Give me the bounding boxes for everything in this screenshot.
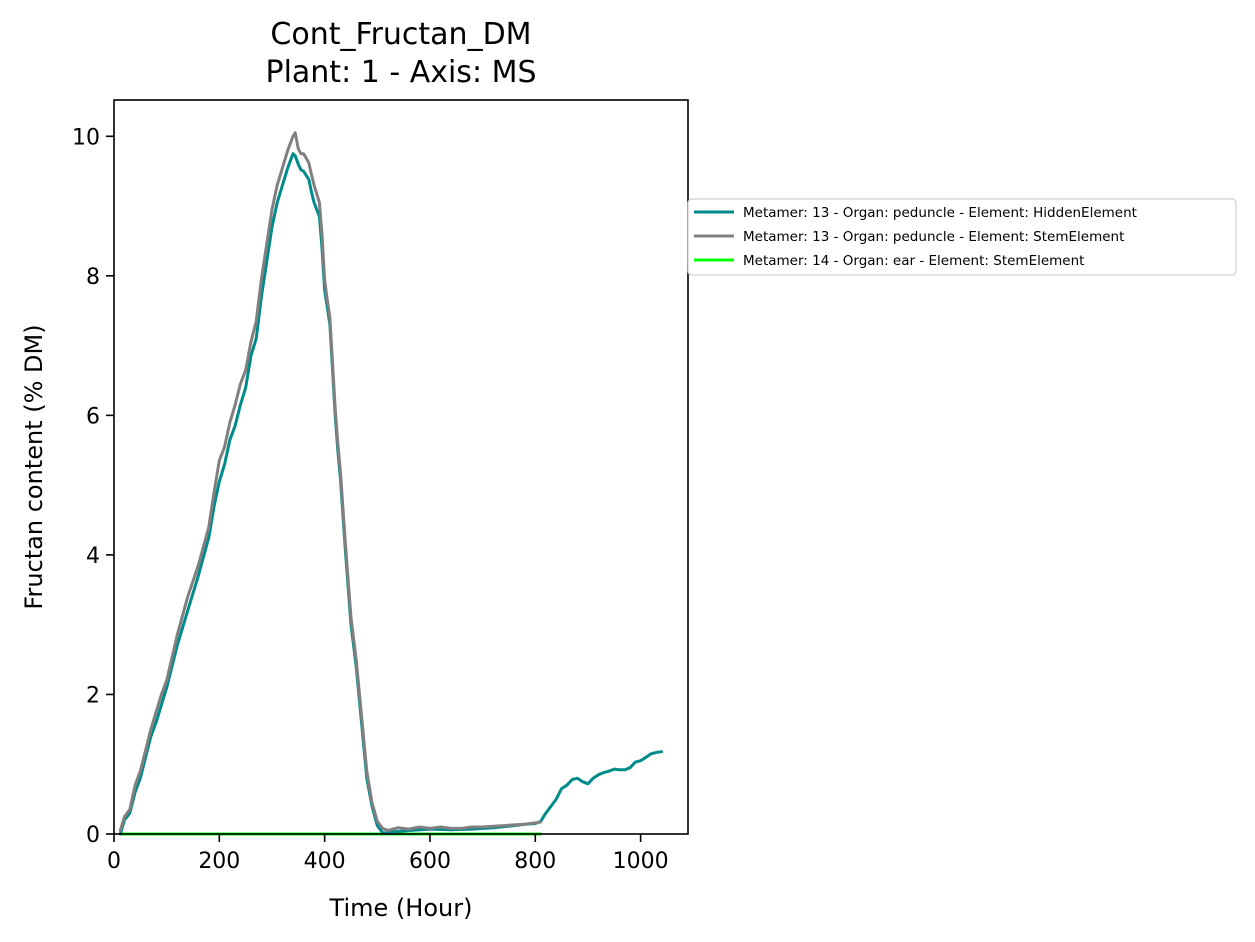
legend-frame [687,198,1237,276]
legend-label: Metamer: 13 - Organ: peduncle - Element:… [743,205,1137,221]
legend: Metamer: 13 - Organ: peduncle - Element:… [687,198,1237,276]
y-tick-label: 8 [86,265,100,290]
plot-area [113,99,689,836]
y-axis-label: Fructan content (% DM) [20,324,48,609]
legend-entry: Metamer: 13 - Organ: peduncle - Element:… [694,205,1137,221]
chart-title: Cont_Fructan_DM [270,17,531,52]
x-tick-label: 0 [107,849,121,874]
y-tick-label: 10 [72,125,100,150]
x-axis-ticks: 0 200 400 600 800 1000 [107,834,669,874]
plot-frame [113,99,689,835]
plot-background [114,100,688,834]
y-tick-label: 4 [86,544,100,569]
x-tick-label: 1000 [613,849,669,874]
series-line-2 [118,131,543,832]
legend-entry: Metamer: 13 - Organ: peduncle - Element:… [694,229,1124,245]
y-axis-ticks: 0 2 4 6 8 10 [72,125,114,848]
legend-label: Metamer: 14 - Organ: ear - Element: Stem… [743,253,1084,269]
legend-entry: Metamer: 14 - Organ: ear - Element: Stem… [694,253,1084,269]
y-tick-label: 2 [86,683,100,708]
chart-subtitle: Plant: 1 - Axis: MS [265,55,536,90]
y-tick-label: 0 [86,823,100,848]
y-tick-label: 6 [86,404,100,429]
x-tick-label: 600 [409,849,451,874]
x-tick-label: 800 [514,849,556,874]
x-axis-label: Time (Hour) [329,894,473,922]
x-tick-label: 200 [198,849,240,874]
legend-label: Metamer: 13 - Organ: peduncle - Element:… [743,229,1124,245]
legend-entries: Metamer: 13 - Organ: peduncle - Element:… [694,205,1137,269]
x-tick-label: 400 [304,849,346,874]
